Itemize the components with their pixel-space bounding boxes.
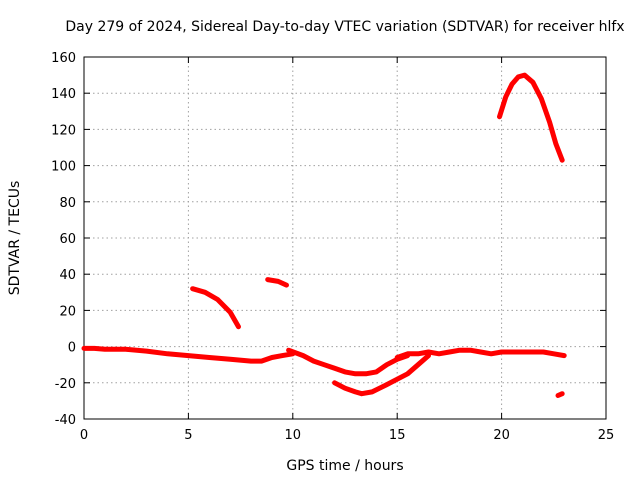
- y-tick-label: 0: [68, 341, 76, 356]
- y-tick-label: 20: [59, 304, 76, 319]
- series-track-small-b: [265, 277, 289, 288]
- series-track-peak: [497, 72, 565, 163]
- series-track-lower: [332, 353, 431, 397]
- x-tick-label: 15: [389, 428, 406, 443]
- y-tick-label: 120: [51, 123, 76, 138]
- y-tick-label: -20: [55, 377, 76, 392]
- series-track-small-a: [190, 286, 241, 330]
- y-tick-label: 60: [59, 232, 76, 247]
- axis-ticks: 0 5 10 15 20 25 -40 -20 0 20 40 60 80 100 120 140 160: [51, 51, 614, 443]
- y-axis-label: SDTVAR / TECUs: [7, 181, 23, 296]
- y-tick-label: -40: [55, 413, 76, 428]
- y-tick-label: 40: [59, 268, 76, 283]
- y-tick-label: 160: [51, 51, 76, 66]
- series-track-main-b: [286, 347, 411, 377]
- series-track-main-c: [394, 347, 567, 360]
- y-tick-label: 100: [51, 160, 76, 175]
- series-group: [81, 72, 567, 398]
- x-tick-label: 25: [598, 428, 615, 443]
- grid-lines: [84, 57, 606, 419]
- x-tick-label: 10: [285, 428, 302, 443]
- x-tick-label: 5: [184, 428, 192, 443]
- y-tick-label: 140: [51, 87, 76, 102]
- x-axis-label: GPS time / hours: [286, 458, 403, 474]
- series-track-main-a: [81, 345, 296, 364]
- series-track-dot: [555, 391, 565, 398]
- chart-title: Day 279 of 2024, Sidereal Day-to-day VTE…: [65, 19, 624, 35]
- x-tick-label: 0: [80, 428, 88, 443]
- y-tick-label: 80: [59, 196, 76, 211]
- x-tick-label: 20: [493, 428, 510, 443]
